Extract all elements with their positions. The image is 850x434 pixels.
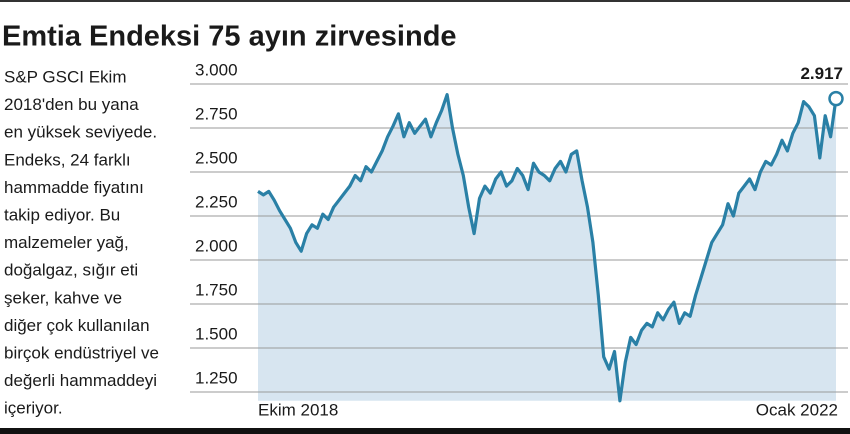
chart-title: Emtia Endeksi 75 ayın zirvesinde bbox=[2, 21, 457, 53]
y-tick-label: 2.000 bbox=[195, 236, 238, 255]
x-tick-label: Ekim 2018 bbox=[258, 400, 338, 419]
description-line: en yüksek seviyede. bbox=[4, 123, 157, 142]
description-line: şeker, kahve ve bbox=[4, 288, 122, 307]
description-line: içeriyor. bbox=[4, 399, 63, 418]
description-line: hammadde fiyatını bbox=[4, 178, 144, 197]
area bbox=[258, 94, 836, 401]
description-line: 2018'den bu yana bbox=[4, 95, 139, 114]
description-line: malzemeler yağ, bbox=[4, 233, 129, 252]
description-line: doğalgaz, sığır eti bbox=[4, 261, 138, 280]
description-line: takip ediyor. Bu bbox=[4, 205, 120, 224]
description-line: birçok endüstriyel ve bbox=[4, 343, 159, 362]
description-line: Endeks, 24 farklı bbox=[4, 150, 131, 169]
y-tick-label: 1.250 bbox=[195, 368, 238, 387]
bottom-rule bbox=[0, 428, 850, 434]
y-tick-label: 1.750 bbox=[195, 280, 238, 299]
x-tick-label: Ocak 2022 bbox=[756, 400, 838, 419]
plot: 3.000 2.750 2.500 2.250 2.000 1.750 1.500 1.250… bbox=[190, 60, 848, 419]
description-line: değerli hammaddeyi bbox=[4, 371, 157, 390]
y-tick-label: 2.750 bbox=[195, 104, 238, 123]
line bbox=[257, 93, 838, 403]
y-tick-label: 1.500 bbox=[195, 324, 238, 343]
y-tick-label: 3.000 bbox=[195, 60, 238, 79]
value-label: 2.917 bbox=[800, 64, 843, 83]
y-tick-label: 2.500 bbox=[195, 148, 238, 167]
y-tick-label: 2.250 bbox=[195, 192, 238, 211]
description-line: diğer çok kullanılan bbox=[4, 316, 150, 335]
end-marker bbox=[828, 90, 844, 107]
description-line: S&P GSCI Ekim bbox=[4, 67, 127, 86]
